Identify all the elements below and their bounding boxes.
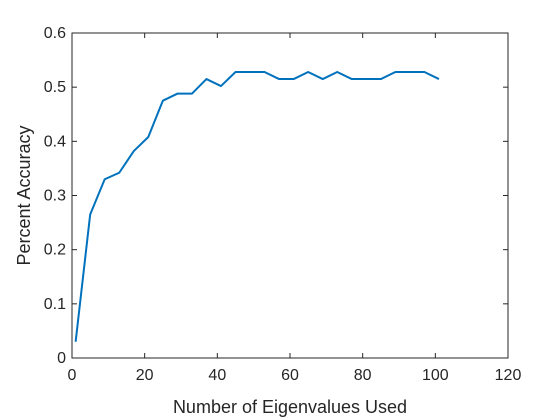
y-tick-label: 0.4	[44, 133, 66, 150]
series-line	[74, 71, 440, 342]
y-tick-label: 0.2	[44, 242, 66, 259]
x-tick-label: 100	[422, 367, 449, 384]
y-tick-labels: 0 0.1 0.2 0.3 0.4 0.5 0.6	[44, 25, 66, 367]
series-group	[74, 71, 440, 342]
plot-frame	[71, 32, 509, 359]
y-tick-label: 0.6	[44, 25, 66, 42]
x-tick-label: 40	[208, 367, 226, 384]
x-axis-label: Number of Eigenvalues Used	[173, 397, 407, 417]
x-tick-labels: 0 20 40 60 80 100 120	[68, 367, 522, 384]
y-tick-label: 0.5	[44, 79, 66, 96]
x-tick-label: 80	[354, 367, 372, 384]
plot-area	[72, 33, 508, 358]
x-tick-label: 20	[136, 367, 154, 384]
x-tick-label: 120	[495, 367, 522, 384]
x-tick-label: 60	[281, 367, 299, 384]
y-tick-label: 0.3	[44, 188, 66, 205]
x-tick-label: 0	[68, 367, 77, 384]
y-tick-label: 0	[57, 350, 66, 367]
y-tick-label: 0.1	[44, 296, 66, 313]
y-axis-label: Percent Accuracy	[14, 125, 34, 265]
